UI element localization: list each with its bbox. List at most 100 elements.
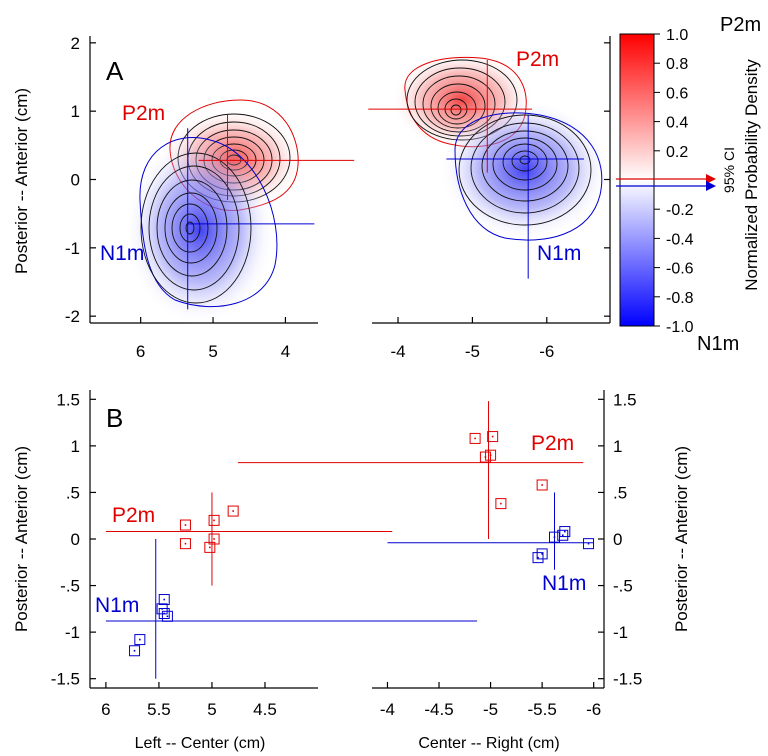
data-point-center-n1m [133, 649, 136, 652]
contour-level [492, 137, 558, 191]
colorbar-title: Normalized Probability Density [742, 59, 761, 291]
data-point-p2m [536, 479, 548, 491]
contour-level [140, 152, 252, 304]
colorbar-tick-label: 0.2 [666, 144, 688, 161]
y-tick-label-left: 1.5 [56, 390, 80, 409]
x-tick-label: -5 [465, 342, 480, 361]
colorbar-tick-label: -0.4 [666, 231, 694, 248]
data-point-p2m [208, 514, 220, 526]
y-tick-label-right: 0 [613, 530, 622, 549]
series-label-n1m: N1m [95, 594, 139, 617]
y-tick-label-right: -.5 [613, 577, 633, 596]
contour-level [502, 143, 548, 181]
x-tick-label: 5.5 [147, 700, 171, 719]
series-label-p2m: P2m [122, 102, 165, 125]
data-point-n1m [583, 538, 595, 550]
y-tick-label-left: .5 [66, 483, 80, 502]
colorbar-tick-label: 0.8 [666, 56, 688, 73]
data-point-p2m [487, 431, 499, 443]
data-point-center-p2m [209, 546, 211, 549]
data-point-center-p2m [213, 538, 215, 540]
colorbar-ticks: 1.0 0.8 0.6 0.4 0.2 -0.2 -0.4 -0.6 -0.8 -1.0 [654, 27, 694, 336]
panel-b-left-xlabel: Left -- Center (cm) [135, 735, 266, 752]
contour-level [481, 130, 569, 202]
series-label-n1m: N1m [100, 242, 144, 265]
x-tick-label: 5 [208, 342, 217, 361]
x-tick-label: 5 [207, 700, 216, 719]
y-tick-label-left: -1 [65, 623, 80, 642]
panel-b-ylabel-right: Posterior -- Anterior (cm) [672, 446, 691, 632]
data-point-p2m [208, 533, 220, 545]
contour-level [164, 192, 218, 264]
data-point-n1m [536, 548, 548, 560]
y-tick-label-left: -1.5 [51, 670, 80, 689]
colorbar-tick-label: -1.0 [666, 319, 694, 336]
contour-level [437, 91, 477, 125]
x-tick-label: -5 [483, 700, 498, 719]
density-n1m-right [440, 100, 610, 240]
data-point-p2m [204, 541, 216, 553]
x-tick-label: -4 [380, 700, 395, 719]
data-point-n1m [532, 552, 544, 564]
data-point-n1m [559, 526, 571, 538]
data-point-center-n1m [163, 612, 166, 615]
contour-n1m-right [440, 100, 610, 241]
data-point-center-n1m [166, 615, 169, 618]
data-point-n1m [129, 645, 141, 657]
panel-a-right-series-labels: P2m N1m [516, 48, 581, 265]
panel-b-left-x-ticks: 6 5.5 5 4.5 [101, 682, 277, 719]
y-tick-label-left: -.5 [60, 577, 80, 596]
contour-level [450, 104, 462, 116]
contour-level [185, 221, 195, 235]
data-point-center-n1m [561, 534, 564, 537]
data-point-center-p2m [491, 435, 494, 438]
data-point-center-n1m [564, 530, 566, 533]
y-tick-label: 1 [71, 102, 80, 121]
colorbar-tick-label: 0.6 [666, 85, 688, 102]
y-tick-label-right: -1.5 [613, 670, 642, 689]
x-tick-label: 6 [136, 342, 145, 361]
panel-a: A Posterior -- Anterior (cm) -2 -1 0 1 2 6 5 4 [12, 14, 761, 361]
contour-level [179, 213, 201, 243]
panel-a-ylabel: Posterior -- Anterior (cm) [12, 88, 31, 274]
ci-arrowhead-blue [706, 181, 716, 191]
ci-contour-n1m-right [454, 112, 603, 241]
ci-label: 95% CI [721, 147, 737, 193]
x-tick-label: 4 [281, 342, 290, 361]
panel-a-right-ci-lines [368, 59, 584, 279]
panel-b-right-x-ticks: -4 -4.5 -5 -5.5 -6 [380, 682, 601, 719]
data-point-n1m [557, 529, 569, 541]
data-point-center-n1m [587, 542, 590, 545]
colorbar-tick-label: -0.2 [666, 202, 694, 219]
data-point-n1m [134, 634, 146, 646]
y-tick-label: -2 [65, 307, 80, 326]
contour-level [148, 165, 240, 291]
colorbar-top-label: P2m [720, 14, 761, 36]
data-point-center-n1m [541, 553, 543, 555]
colorbar-bottom-label: N1m [697, 333, 739, 355]
colorbar-gradient [619, 33, 655, 327]
x-tick-label: -6 [539, 342, 554, 361]
colorbar-tick-label: 0.4 [666, 115, 688, 132]
contour-level [458, 114, 592, 226]
panel-b-right-xlabel: Center -- Right (cm) [418, 735, 559, 752]
panel-b-ylabel-left: Posterior -- Anterior (cm) [12, 446, 31, 632]
panel-a-left-ci-lines [187, 114, 355, 310]
y-tick-label: 0 [71, 171, 80, 190]
data-point-p2m [227, 505, 239, 517]
colorbar-tick-label: 1.0 [666, 27, 688, 44]
data-point-p2m [179, 519, 191, 531]
panel-b-label: B [106, 403, 123, 433]
data-point-n1m [549, 531, 561, 543]
colorbar: 1.00.80.60.40.2-0.2-0.4-0.6-0.8-1.0 P2m … [616, 14, 761, 355]
x-tick-label: -4 [390, 342, 405, 361]
y-tick-label-right: 1.5 [613, 390, 637, 409]
contour-n1m-left [125, 135, 278, 325]
data-point-p2m [179, 538, 191, 550]
ci-arrowhead-red [706, 174, 716, 184]
contour-level [470, 122, 580, 214]
data-point-center-p2m [489, 454, 492, 456]
data-point-center-p2m [541, 484, 543, 486]
y-tick-label-right: 1 [613, 437, 622, 456]
